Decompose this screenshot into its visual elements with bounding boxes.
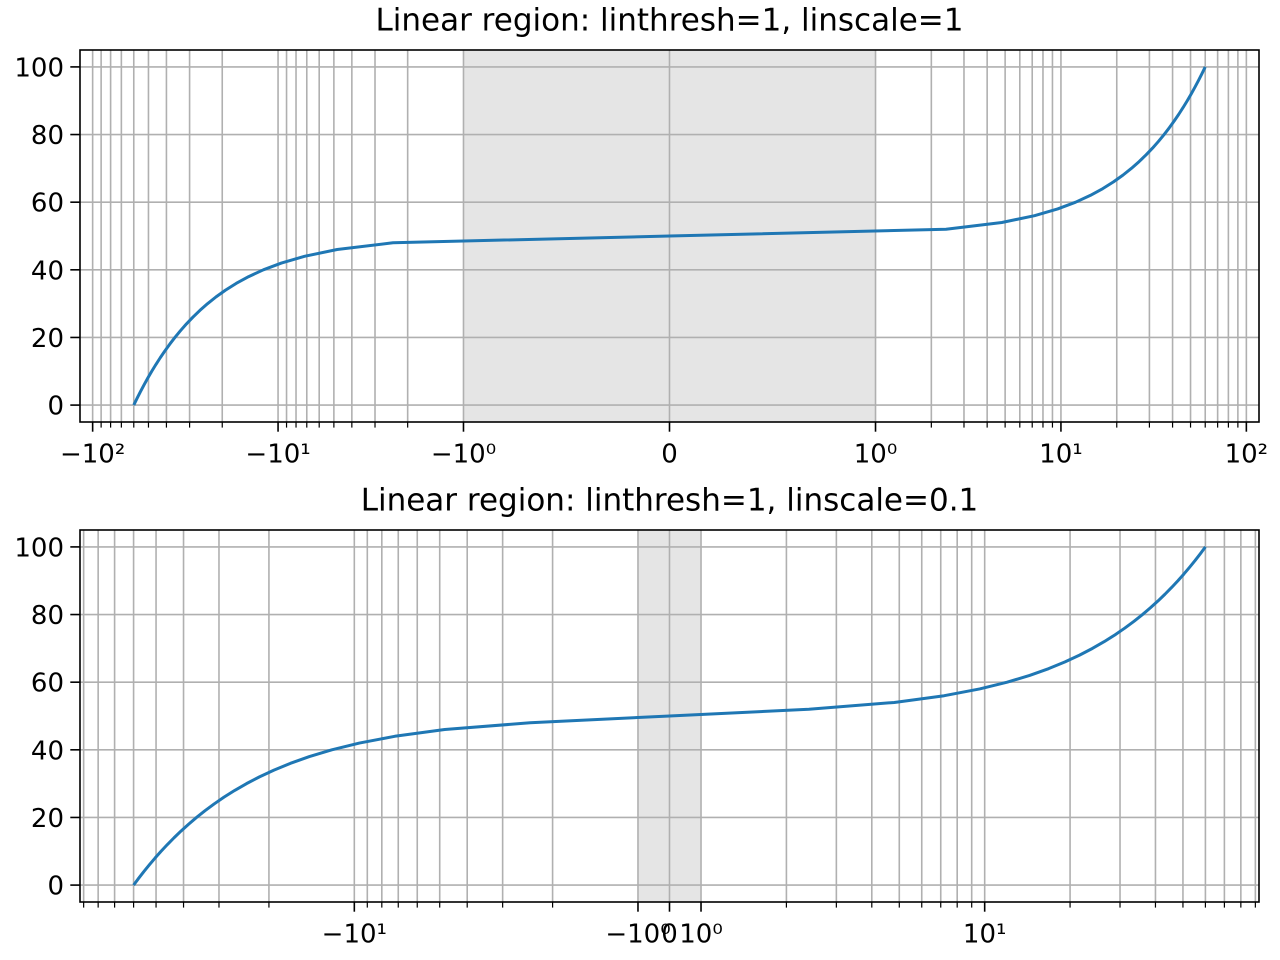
y-tick-label: 80 [31, 601, 64, 631]
y-tick-label: 100 [14, 533, 64, 563]
y-tick-label: 60 [31, 189, 64, 219]
y-tick-label: 0 [47, 872, 64, 902]
y-tick-label: 40 [31, 256, 64, 286]
y-tick-label: 100 [14, 53, 64, 83]
y-tick-label: 80 [31, 121, 64, 151]
y-tick-label: 20 [31, 324, 64, 354]
x-tick-label: −10¹ [245, 440, 310, 470]
x-tick-label: 0 [661, 440, 678, 470]
y-tick-label: 40 [31, 736, 64, 766]
x-tick-label: 10⁰ [679, 920, 723, 950]
x-tick-label: −10² [60, 440, 125, 470]
y-tick-label: 60 [31, 669, 64, 699]
x-tick-label: 10² [1225, 440, 1269, 470]
chart-title: Linear region: linthresh=1, linscale=0.1 [361, 483, 979, 519]
x-tick-label: 10¹ [1039, 440, 1083, 470]
axes-frame [79, 529, 1260, 903]
x-tick-label: −10⁰ [431, 440, 496, 470]
x-tick-label: 10⁰ [854, 440, 898, 470]
chart-title: Linear region: linthresh=1, linscale=1 [375, 3, 963, 39]
y-tick-label: 20 [31, 804, 64, 834]
x-tick-label: −10⁰ [605, 920, 670, 950]
x-tick-label: −10¹ [322, 920, 387, 950]
data-line [132, 546, 1207, 886]
axes-frame [79, 49, 1260, 423]
x-tick-label: 0 [661, 920, 678, 950]
y-tick-label: 0 [47, 392, 64, 422]
data-line [132, 66, 1207, 406]
x-tick-label: 10¹ [963, 920, 1007, 950]
